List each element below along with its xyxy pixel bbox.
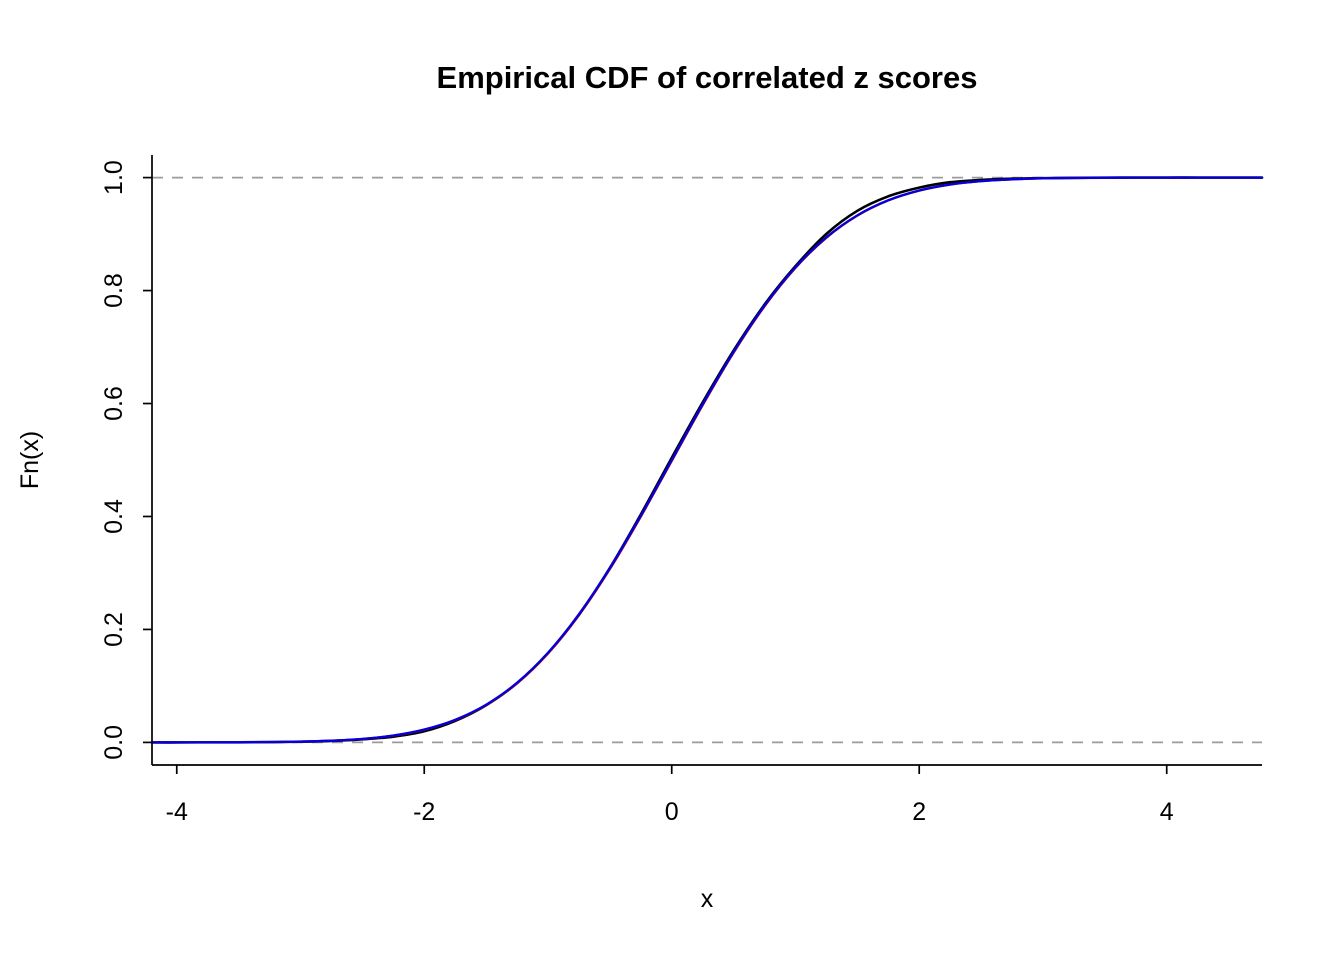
x-tick-label: 0: [665, 798, 679, 826]
y-tick-label: 0.8: [100, 273, 128, 308]
y-axis-label: Fn(x): [16, 431, 44, 489]
y-tick-label: 1.0: [100, 160, 128, 195]
x-tick-label: -4: [166, 798, 188, 826]
x-tick-label: 2: [912, 798, 926, 826]
x-axis-label: x: [701, 885, 714, 913]
cdf-curves: [150, 176, 1264, 744]
cdf-red-curve: [150, 176, 1264, 744]
y-tick-label: 0.6: [100, 386, 128, 421]
chart-title: Empirical CDF of correlated z scores: [437, 60, 978, 95]
theoretical-normal-cdf-blue-curve: [150, 176, 1264, 744]
y-tick-label: 0.2: [100, 612, 128, 647]
y-tick-label: 0.0: [100, 725, 128, 760]
x-tick-label: 4: [1160, 798, 1174, 826]
x-tick-label: -2: [413, 798, 435, 826]
y-tick-label: 0.4: [100, 499, 128, 534]
axes: -4 -2 0 2 4 0.0 0.2 0.4 0.6 0.8 1.0: [100, 155, 1262, 826]
empirical-cdf-black-curve: [150, 176, 1264, 744]
reference-lines: [152, 176, 1262, 744]
